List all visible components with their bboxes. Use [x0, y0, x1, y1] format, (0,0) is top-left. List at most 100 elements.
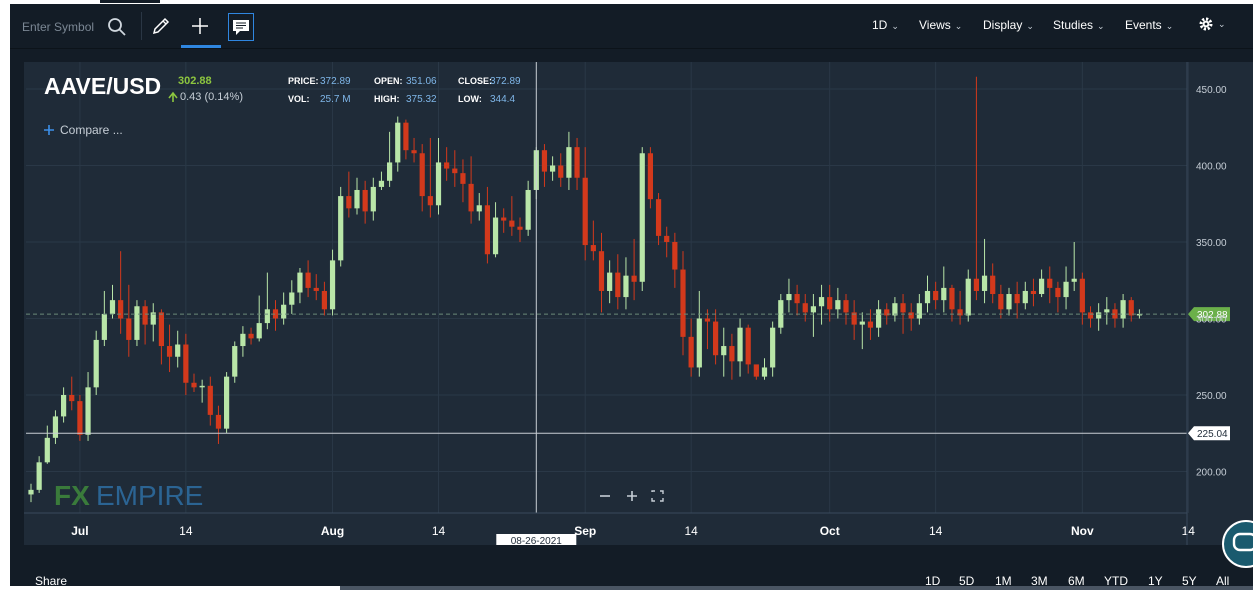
candle-body — [44, 437, 50, 463]
candle-body — [924, 290, 931, 304]
candle — [1104, 297, 1110, 325]
range-button-ytd[interactable]: YTD — [1104, 574, 1128, 588]
last-price-tag-bg — [1188, 307, 1230, 322]
candle-body — [737, 327, 743, 362]
y-tick-label: 350.00 — [1196, 238, 1227, 249]
fullscreen-icon[interactable] — [651, 490, 664, 502]
candle — [150, 303, 156, 342]
candle — [476, 193, 482, 221]
candle — [158, 309, 164, 365]
events-menu[interactable]: Events ⌄ — [1125, 18, 1173, 32]
crosshair-price-tag: 225.04 — [1188, 426, 1230, 441]
chat-button[interactable] — [1222, 520, 1253, 568]
chart-panel[interactable]: FX EMPIRE 302.88 225.04 08-26-2021 200.00 2… — [24, 62, 1253, 547]
candle-body — [158, 312, 164, 347]
crosshair-plus-icon[interactable] — [190, 16, 210, 36]
close-value: 372.89 — [490, 76, 521, 87]
candle-body — [770, 327, 776, 368]
candle-body — [272, 309, 279, 319]
crosshair-date-tag-bg — [496, 534, 577, 547]
price-change: 0.43 (0.14%) — [180, 91, 243, 103]
range-button-5y[interactable]: 5Y — [1182, 574, 1197, 588]
crosshair-active-underline — [181, 45, 221, 48]
crosshair-date-tag: 08-26-2021 — [496, 534, 577, 547]
footer-progress-bar — [10, 586, 340, 590]
candle — [949, 284, 955, 322]
display-menu[interactable]: Display ⌄ — [983, 18, 1034, 32]
price-chart[interactable]: FX EMPIRE 302.88 225.04 08-26-2021 200.00 2… — [24, 62, 1253, 547]
candle-body — [1022, 290, 1028, 304]
candle-body — [786, 294, 792, 301]
annotation-button[interactable] — [228, 13, 254, 41]
high-value: 375.32 — [406, 94, 437, 105]
candle — [36, 456, 42, 493]
candle — [411, 137, 417, 163]
candle-body — [949, 287, 955, 310]
studies-menu[interactable]: Studies ⌄ — [1053, 18, 1105, 32]
range-button-1d[interactable]: 1D — [925, 574, 941, 588]
candle — [941, 266, 947, 313]
comment-icon — [233, 20, 249, 35]
candle-body — [973, 278, 979, 291]
candle — [28, 483, 34, 503]
x-tick-label: 14 — [684, 524, 698, 538]
candle — [541, 144, 548, 187]
candle — [61, 387, 67, 423]
chevron-down-icon: ⌄ — [1026, 21, 1034, 31]
candle-body — [256, 323, 262, 339]
candle — [313, 274, 319, 301]
candle — [281, 292, 287, 325]
candle — [395, 116, 401, 172]
share-button[interactable]: Share — [35, 574, 68, 588]
candle — [827, 284, 833, 322]
candle-body — [1047, 278, 1053, 288]
interval-menu[interactable]: 1D ⌄ — [872, 18, 899, 32]
candle-body — [101, 313, 107, 340]
pencil-icon[interactable] — [151, 16, 171, 36]
candle-body — [313, 287, 319, 291]
candle — [1039, 269, 1045, 298]
candle-body — [387, 162, 393, 181]
candle — [721, 327, 727, 377]
footer-progress-track — [340, 586, 1253, 590]
candle-body — [484, 205, 490, 255]
candle — [207, 376, 213, 426]
range-button-1m[interactable]: 1M — [995, 574, 1012, 588]
candle — [1055, 281, 1061, 313]
candle — [655, 193, 662, 246]
settings-menu[interactable]: ⌄ — [1198, 16, 1226, 32]
range-button-all[interactable]: All — [1216, 574, 1230, 588]
candle — [704, 309, 711, 350]
range-button-1y[interactable]: 1Y — [1148, 574, 1163, 588]
candle-body — [403, 122, 409, 151]
candle — [134, 300, 140, 347]
candle — [664, 226, 670, 258]
zoom-in-icon[interactable] — [627, 491, 637, 501]
candle-body — [1006, 294, 1012, 310]
candle-body — [1079, 278, 1085, 313]
candle-body — [1087, 312, 1094, 319]
range-button-6m[interactable]: 6M — [1068, 574, 1085, 588]
candle — [256, 295, 262, 342]
close-label: CLOSE: — [458, 76, 492, 86]
candle-body — [52, 416, 59, 438]
candle-body — [305, 272, 311, 288]
candle — [126, 284, 132, 357]
candle — [867, 309, 874, 340]
candle-body — [704, 318, 711, 322]
chart-widget: 1D⌄ Views⌄ Display⌄ Studies⌄ Events⌄ ⌄ F… — [10, 4, 1253, 590]
candle — [321, 281, 327, 316]
compare-button[interactable]: Compare ... — [44, 123, 123, 137]
candle — [933, 281, 939, 310]
search-icon[interactable] — [107, 17, 127, 37]
candle — [998, 284, 1004, 319]
candle-body — [142, 306, 148, 325]
candle — [802, 294, 808, 322]
range-button-3m[interactable]: 3M — [1031, 574, 1048, 588]
candle — [753, 364, 759, 380]
range-button-5d[interactable]: 5D — [959, 574, 975, 588]
y-tick-label: 400.00 — [1196, 162, 1227, 173]
candle-body — [859, 321, 865, 325]
views-menu[interactable]: Views ⌄ — [919, 18, 962, 32]
candle-body — [321, 290, 327, 310]
